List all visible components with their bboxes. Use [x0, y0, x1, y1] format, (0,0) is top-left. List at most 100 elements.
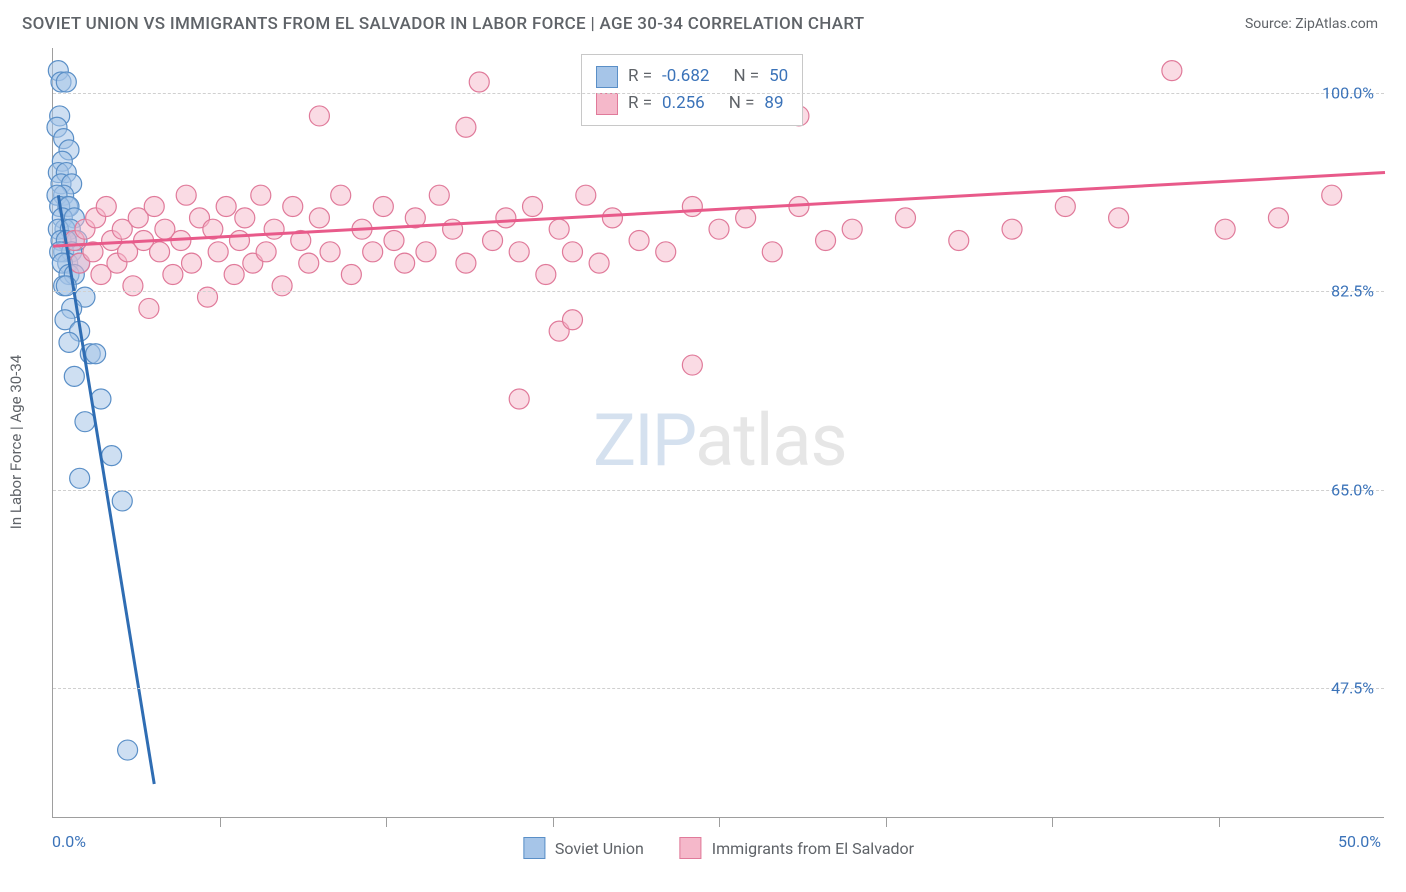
- data-point: [384, 231, 404, 251]
- data-point: [144, 197, 164, 217]
- data-point: [102, 446, 122, 466]
- data-point: [235, 208, 255, 228]
- data-point: [208, 242, 228, 262]
- data-point: [182, 253, 202, 273]
- y-axis-label: In Labor Force | Age 30-34: [7, 355, 25, 529]
- data-point: [363, 242, 383, 262]
- data-point: [139, 298, 159, 318]
- data-point: [59, 332, 79, 352]
- data-point: [562, 310, 582, 330]
- data-point: [469, 72, 489, 92]
- data-point: [523, 197, 543, 217]
- chart-container: In Labor Force | Age 30-34 ZIPatlas R = …: [22, 48, 1384, 868]
- legend-r-label: R =: [628, 63, 652, 90]
- y-tick-label: 47.5%: [1331, 678, 1374, 697]
- data-point: [112, 491, 132, 511]
- data-point: [163, 264, 183, 284]
- data-point: [443, 219, 463, 239]
- stats-legend: R = -0.682N = 50R = 0.256N = 89: [581, 54, 803, 126]
- data-point: [602, 208, 622, 228]
- legend-label: Immigrants from El Salvador: [712, 839, 914, 858]
- data-point: [299, 253, 319, 273]
- data-point: [1268, 208, 1288, 228]
- gridline: [53, 688, 1384, 689]
- data-point: [682, 197, 702, 217]
- data-point: [56, 72, 76, 92]
- data-point: [1109, 208, 1129, 228]
- gridline: [53, 291, 1384, 292]
- data-point: [224, 264, 244, 284]
- data-point: [496, 208, 516, 228]
- data-point: [456, 117, 476, 137]
- data-point: [1002, 219, 1022, 239]
- x-tick: [220, 817, 221, 827]
- legend-swatch: [680, 837, 702, 859]
- data-point: [816, 231, 836, 251]
- data-point: [331, 185, 351, 205]
- data-point: [272, 276, 292, 296]
- data-point: [64, 366, 84, 386]
- data-point: [264, 219, 284, 239]
- data-point: [736, 208, 756, 228]
- x-tick: [1219, 817, 1220, 827]
- data-point: [589, 253, 609, 273]
- data-point: [1215, 219, 1235, 239]
- y-tick-label: 100.0%: [1322, 84, 1374, 103]
- data-point: [70, 468, 90, 488]
- data-point: [629, 231, 649, 251]
- data-point: [283, 197, 303, 217]
- data-point: [762, 242, 782, 262]
- data-point: [373, 197, 393, 217]
- data-point: [123, 276, 143, 296]
- data-point: [176, 185, 196, 205]
- x-tick: [553, 817, 554, 827]
- data-point: [150, 242, 170, 262]
- data-point: [1162, 61, 1182, 81]
- data-point: [509, 389, 529, 409]
- data-point: [895, 208, 915, 228]
- data-point: [320, 242, 340, 262]
- bottom-legend-item: Soviet Union: [523, 837, 644, 859]
- bottom-legend: Soviet Union Immigrants from El Salvador: [523, 837, 914, 859]
- legend-swatch: [523, 837, 545, 859]
- data-point: [75, 412, 95, 432]
- legend-n-label: N =: [733, 63, 759, 90]
- legend-swatch: [596, 93, 618, 115]
- data-point: [86, 344, 106, 364]
- chart-title: SOVIET UNION VS IMMIGRANTS FROM EL SALVA…: [22, 14, 864, 34]
- data-point: [198, 287, 218, 307]
- gridline: [53, 93, 1384, 94]
- data-point: [216, 197, 236, 217]
- legend-row: R = -0.682 N = 50: [596, 63, 788, 90]
- data-point: [483, 231, 503, 251]
- data-point: [309, 106, 329, 126]
- data-point: [842, 219, 862, 239]
- data-point: [395, 253, 415, 273]
- x-tick: [886, 817, 887, 827]
- data-point: [456, 253, 476, 273]
- data-point: [709, 219, 729, 239]
- y-tick-label: 65.0%: [1331, 480, 1374, 499]
- data-point: [118, 740, 138, 760]
- data-point: [562, 242, 582, 262]
- x-tick: [1052, 817, 1053, 827]
- legend-label: Soviet Union: [555, 839, 644, 858]
- x-tick: [719, 817, 720, 827]
- legend-swatch: [596, 66, 618, 88]
- data-point: [256, 242, 276, 262]
- data-point: [229, 231, 249, 251]
- plot-area: ZIPatlas R = -0.682N = 50R = 0.256N = 89…: [52, 48, 1384, 818]
- data-point: [549, 219, 569, 239]
- data-point: [1055, 197, 1075, 217]
- data-point: [416, 242, 436, 262]
- data-point: [682, 355, 702, 375]
- data-point: [949, 231, 969, 251]
- source-label: Source: ZipAtlas.com: [1245, 16, 1378, 32]
- data-point: [429, 185, 449, 205]
- x-tick-label: 50.0%: [1338, 832, 1381, 851]
- legend-r-value: -0.682: [662, 63, 709, 90]
- data-point: [309, 208, 329, 228]
- data-point: [656, 242, 676, 262]
- legend-n-value: 50: [769, 63, 788, 90]
- data-point: [96, 197, 116, 217]
